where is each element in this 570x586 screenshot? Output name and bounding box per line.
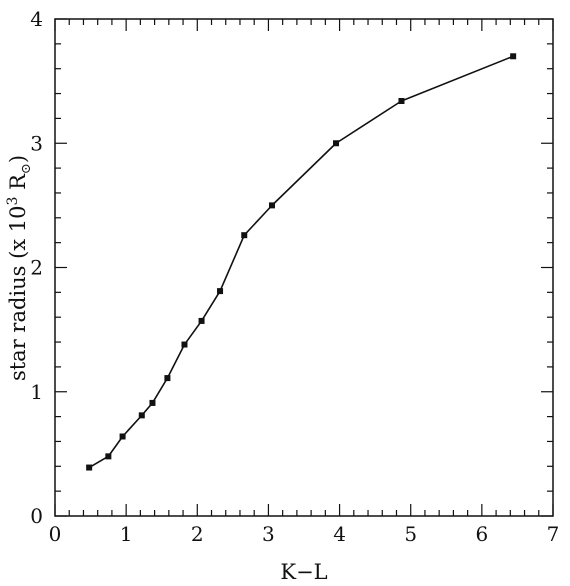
data-point [138, 412, 145, 419]
data-point [105, 453, 112, 460]
plot-frame [54, 18, 554, 517]
data-point [398, 98, 405, 105]
y-axis-title-prefix: star radius (x 10 [6, 205, 30, 381]
data-point [510, 53, 517, 60]
x-tick-label: 4 [333, 522, 346, 546]
y-tick-label: 0 [30, 504, 43, 528]
x-tick-label: 0 [49, 522, 62, 546]
data-point [149, 399, 156, 406]
data-point [164, 375, 171, 382]
y-axis-title-subscript: ⊙ [19, 163, 34, 174]
data-point [181, 341, 188, 348]
x-tick-label: 7 [547, 522, 560, 546]
y-axis-title-unit: R [6, 173, 30, 197]
y-axis-title-exponent: 3 [5, 197, 21, 206]
series-line [88, 55, 514, 469]
data-point [333, 140, 340, 147]
data-series [86, 53, 517, 471]
x-tick-label: 3 [262, 522, 275, 546]
data-point [86, 464, 93, 471]
y-axis-title: star radius (x 103 R⊙) [5, 155, 34, 381]
y-tick-labels: 0 1 2 3 4 [30, 7, 43, 528]
y-axis-title-suffix: ) [6, 155, 30, 163]
x-axis-title: K−L [280, 560, 327, 584]
x-tick-label: 2 [191, 522, 204, 546]
axis-ticks [54, 18, 554, 517]
x-tick-label: 5 [404, 522, 417, 546]
data-point [217, 288, 224, 295]
x-tick-label: 6 [475, 522, 488, 546]
data-point [198, 317, 205, 324]
data-point [268, 202, 275, 209]
x-tick-labels: 0 1 2 3 4 5 6 7 [49, 522, 560, 546]
y-tick-label: 3 [30, 131, 43, 155]
y-tick-label: 2 [30, 256, 43, 280]
data-point [241, 232, 248, 239]
y-tick-label: 1 [30, 380, 43, 404]
x-tick-label: 1 [120, 522, 133, 546]
data-point [119, 433, 126, 440]
y-tick-label: 4 [30, 7, 43, 31]
